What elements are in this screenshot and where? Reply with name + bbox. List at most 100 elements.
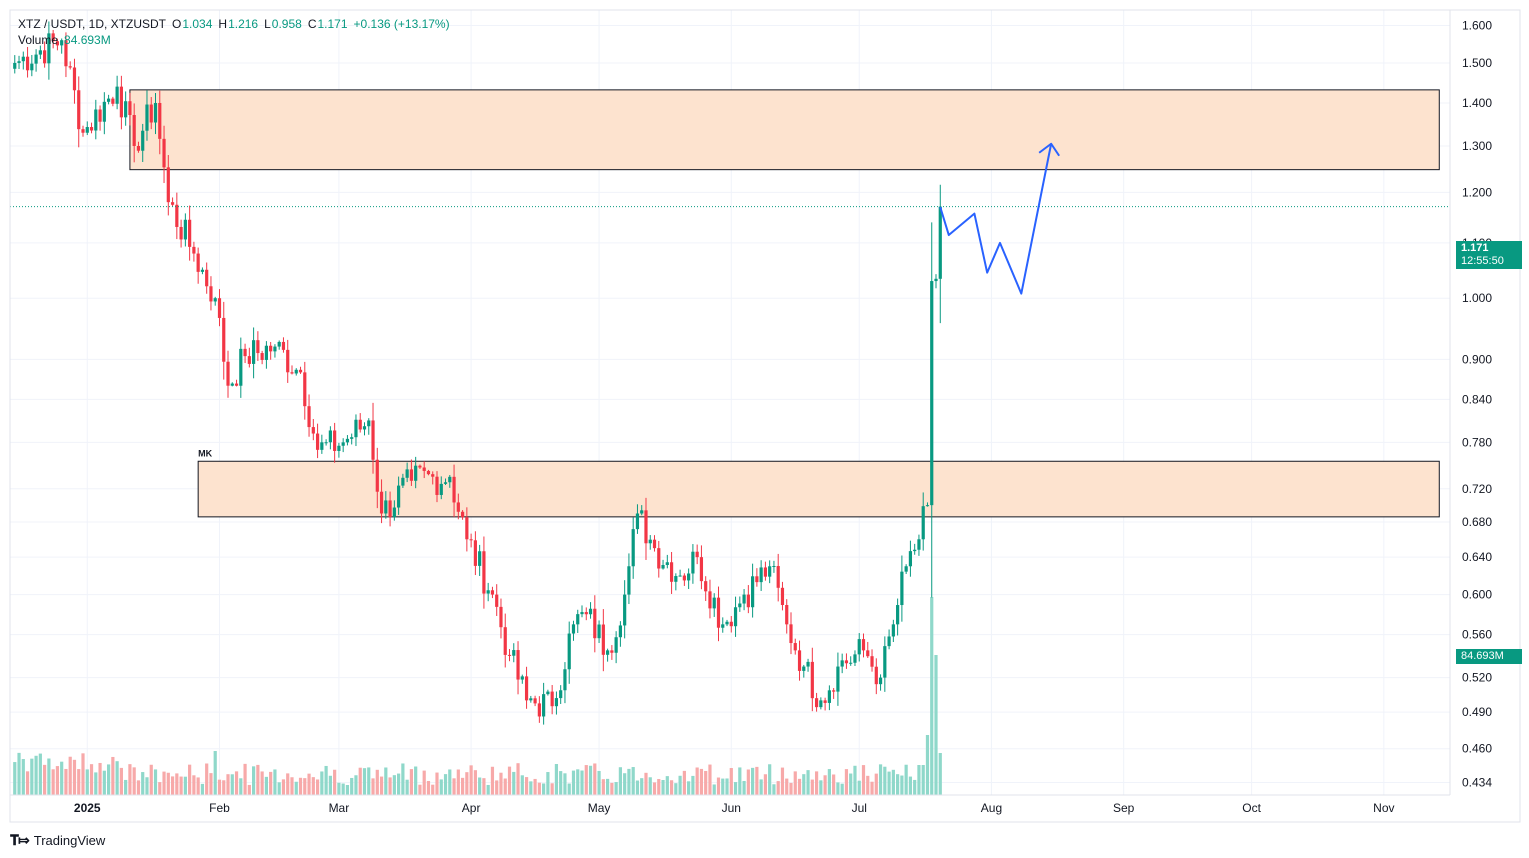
volume-bar — [341, 783, 345, 795]
volume-bar — [601, 779, 605, 795]
candle-body — [328, 430, 332, 443]
candle-body — [55, 41, 60, 46]
volume-bar — [89, 764, 94, 795]
projection-arrowhead — [1038, 142, 1060, 157]
volume-bar — [213, 751, 217, 795]
volume-bar — [51, 769, 55, 795]
candle-body — [243, 348, 247, 357]
volume-bar — [128, 764, 132, 795]
candle-body — [460, 511, 465, 518]
volume-bar — [806, 770, 810, 795]
candle-body — [141, 130, 145, 151]
volume-bar — [98, 762, 102, 795]
volume-bar — [94, 772, 98, 795]
candle-body — [490, 590, 495, 595]
volume-bar — [196, 777, 200, 795]
volume-bar — [414, 766, 418, 795]
volume-bar — [507, 766, 512, 795]
candle-body — [34, 54, 38, 64]
candle-body — [98, 109, 102, 122]
candle-body — [507, 654, 512, 656]
volume-bar — [277, 782, 281, 795]
axis-labels: 1.8001.7001.6001.5001.4001.3001.2001.100… — [74, 19, 1492, 815]
volume-bar — [546, 772, 550, 795]
candles — [13, 21, 942, 725]
x-tick-label: Jun — [722, 801, 741, 815]
symbol-label[interactable]: XTZ / USDT, 1D, XTZUSDT — [18, 17, 167, 31]
volume-bar — [136, 780, 141, 795]
volume-bar — [524, 777, 529, 795]
candle-body — [47, 33, 51, 64]
candle-body — [196, 253, 200, 272]
volume-bar — [802, 774, 806, 795]
candle-body — [640, 510, 644, 514]
y-tick-label: 0.560 — [1462, 628, 1492, 642]
candle-body — [162, 138, 166, 168]
volume-bar — [652, 782, 657, 795]
zone-box[interactable] — [197, 460, 1440, 518]
volume-bar — [60, 761, 64, 795]
volume-bar — [25, 771, 30, 795]
volume-bar — [742, 780, 746, 795]
candle-body — [200, 269, 205, 272]
volume-bar — [755, 766, 759, 795]
volume-bar — [823, 775, 827, 795]
volume-bar — [426, 780, 431, 795]
candle-body — [699, 557, 704, 582]
candle-body — [776, 566, 780, 588]
volume-bar — [584, 765, 588, 795]
candle-body — [60, 40, 64, 46]
volume-bar — [640, 778, 644, 795]
volume-bar — [290, 777, 294, 795]
volume-bar — [836, 782, 840, 795]
candle-body — [712, 597, 716, 609]
volume-bar — [397, 773, 401, 795]
tradingview-logo[interactable]: 𝐓⤇ TradingView — [10, 832, 105, 849]
volume-bar — [870, 781, 874, 795]
volume-bar — [674, 783, 678, 795]
candle-body — [341, 442, 345, 446]
candle-body — [742, 594, 746, 604]
candle-body — [311, 427, 315, 434]
volume-bar — [388, 777, 392, 795]
candle-body — [281, 341, 286, 350]
volume-bar — [119, 767, 123, 795]
low-value: 0.958 — [271, 17, 302, 31]
candle-body — [593, 608, 597, 639]
candle-body — [384, 500, 388, 514]
candle-body — [631, 529, 635, 567]
candle-body — [913, 549, 917, 552]
candle-body — [691, 551, 695, 574]
volume-label[interactable]: Volume — [18, 33, 59, 47]
y-tick-label: 0.600 — [1462, 588, 1492, 602]
candle-body — [674, 576, 678, 582]
volume-bar — [746, 769, 750, 795]
volume-bar — [132, 767, 136, 795]
volume-bar — [887, 771, 891, 795]
zone-box[interactable] — [129, 89, 1440, 171]
open-value: 1.034 — [182, 17, 213, 31]
x-tick-label: Apr — [462, 801, 481, 815]
candle-body — [124, 101, 128, 118]
volume-bar — [819, 780, 823, 795]
candle-body — [252, 340, 256, 364]
volume-bar — [559, 771, 563, 795]
volume-bar — [904, 764, 908, 795]
volume-bar — [627, 768, 631, 795]
volume-bar — [580, 770, 584, 795]
candle-body — [614, 637, 618, 653]
candle-body — [746, 594, 750, 608]
volume-bar — [38, 753, 42, 795]
candle-body — [115, 86, 119, 104]
candle-body — [870, 656, 874, 667]
volume-bar — [691, 775, 695, 795]
candle-body — [473, 540, 477, 566]
candle-body — [904, 566, 908, 572]
candle-body — [588, 608, 593, 615]
volume-bar — [516, 763, 520, 795]
candle-body — [358, 419, 362, 430]
candle-body — [350, 437, 354, 439]
volume-bar — [30, 758, 34, 795]
volume-bar — [891, 769, 895, 795]
